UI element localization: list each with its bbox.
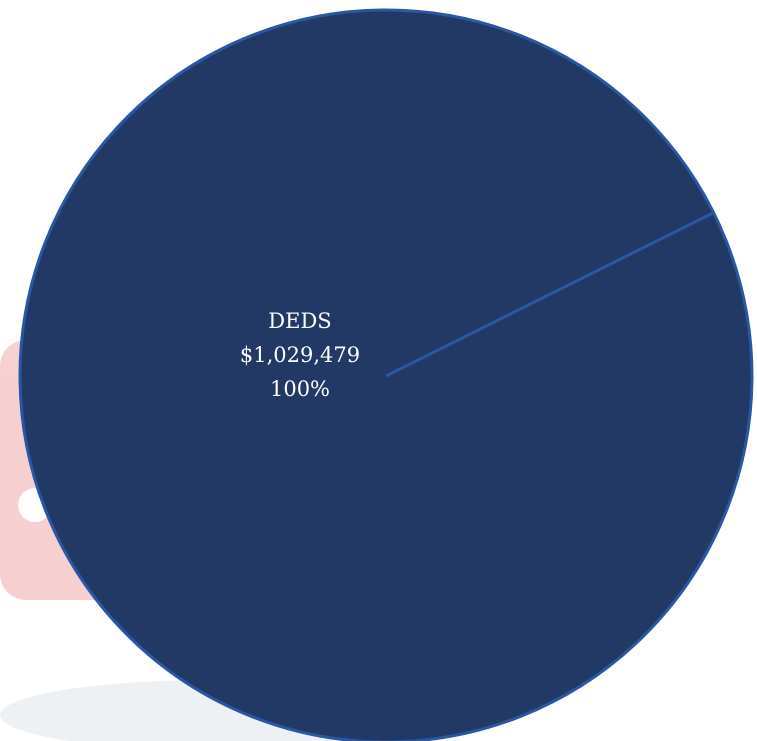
slice-name-label: DEDS [268,309,331,333]
pie-slices [18,8,754,741]
slice-value-label: $1,029,479 [240,343,360,367]
slice-percent-label: 100% [270,377,330,401]
die-pip [18,600,52,634]
slice-border-line [385,211,715,378]
slice-label-group: DEDS $1,029,479 100% [240,309,360,401]
